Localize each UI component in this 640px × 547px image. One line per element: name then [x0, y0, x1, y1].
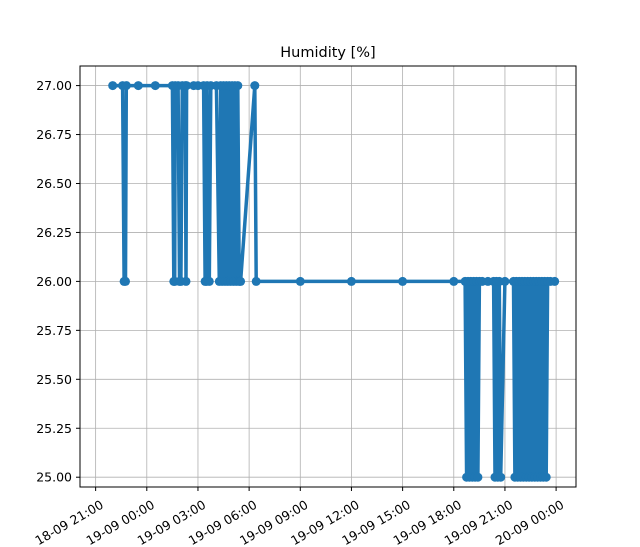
data-point — [121, 81, 131, 91]
y-tick-label: 27.00 — [36, 78, 72, 93]
data-point — [204, 276, 214, 286]
y-tick-label: 26.00 — [36, 274, 72, 289]
data-point — [496, 472, 506, 482]
y-tick-label: 25.25 — [36, 421, 72, 436]
data-point — [473, 472, 483, 482]
data-point — [250, 81, 260, 91]
y-tick-label: 26.50 — [36, 176, 72, 191]
y-tick-label: 25.75 — [36, 323, 72, 338]
data-point — [108, 81, 118, 91]
data-point — [449, 276, 459, 286]
data-point — [233, 81, 243, 91]
series-line — [112, 83, 555, 479]
data-point — [541, 472, 551, 482]
data-point — [550, 276, 560, 286]
data-point — [346, 276, 356, 286]
data-point — [121, 276, 130, 286]
data-point — [150, 81, 160, 91]
chart-title: Humidity [%] — [280, 45, 375, 61]
data-point — [295, 276, 305, 286]
data-point — [236, 276, 246, 286]
series-group — [108, 81, 560, 482]
y-tick-label: 25.50 — [36, 372, 72, 387]
data-point — [182, 81, 192, 91]
data-point — [181, 276, 191, 286]
y-tick-label: 25.00 — [36, 470, 72, 485]
y-tick-label: 26.25 — [36, 225, 72, 240]
plot-frame — [79, 65, 577, 488]
data-point — [251, 276, 261, 286]
data-point — [398, 276, 408, 286]
y-tick-label: 26.75 — [36, 127, 72, 142]
data-point — [500, 276, 510, 286]
data-point — [133, 81, 143, 91]
